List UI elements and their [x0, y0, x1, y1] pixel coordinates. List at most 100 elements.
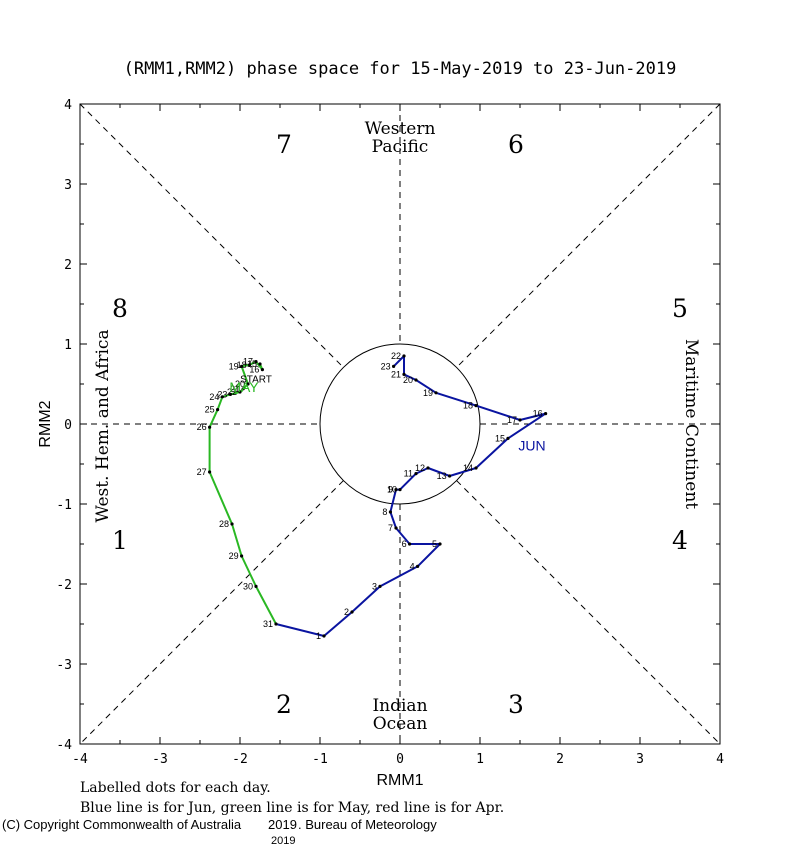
- y-tick-label: 4: [64, 98, 72, 113]
- data-point: [402, 354, 406, 358]
- day-label: 10: [387, 485, 397, 495]
- day-label: 15: [495, 433, 505, 443]
- day-label: 22: [227, 387, 237, 397]
- x-tick-label: -2: [232, 752, 248, 767]
- day-label: 19: [229, 361, 239, 371]
- x-tick-label: 3: [636, 752, 644, 767]
- day-label: 9: [388, 485, 393, 495]
- data-point: [426, 466, 430, 470]
- data-point: [438, 542, 442, 546]
- phase-number: 3: [508, 690, 524, 719]
- data-point: [246, 382, 250, 386]
- data-point: [414, 378, 418, 382]
- day-label: 17: [243, 357, 253, 367]
- x-tick-label: 0: [396, 752, 404, 767]
- data-point: [254, 584, 258, 589]
- day-label: 18: [463, 401, 473, 411]
- y-tick-label: 2: [64, 258, 72, 273]
- phase-lines: [79, 103, 721, 745]
- data-point: [394, 488, 398, 492]
- data-point: [248, 363, 252, 367]
- day-label: 26: [197, 422, 207, 432]
- data-point: [220, 395, 224, 399]
- data-point: [230, 522, 234, 526]
- day-label: 31: [263, 619, 273, 629]
- day-label: 16: [249, 365, 259, 375]
- phase-number: 8: [112, 294, 128, 323]
- x-tick-label: -3: [152, 752, 168, 767]
- day-label: 4: [410, 561, 415, 571]
- y-tick-label: -4: [56, 738, 72, 753]
- data-point: [254, 360, 258, 364]
- day-label: 11: [404, 469, 413, 479]
- day-label: 13: [437, 471, 447, 481]
- phase-number: 1: [112, 526, 128, 555]
- data-point: [216, 408, 220, 412]
- data-point: [240, 364, 244, 368]
- day-label: 23: [381, 361, 391, 371]
- y-tick-label: -1: [56, 498, 72, 513]
- phase-number: 2: [276, 690, 292, 719]
- day-label: 21: [230, 384, 240, 394]
- day-label: 22: [391, 351, 401, 361]
- footer-line-1: Labelled dots for each day.: [80, 780, 271, 796]
- phase-number: 4: [672, 526, 688, 555]
- x-tick-label: 4: [716, 752, 724, 767]
- data-point: [228, 392, 232, 396]
- data-point: [474, 466, 478, 470]
- day-label: 30: [243, 581, 253, 591]
- y-tick-label: 3: [64, 178, 72, 193]
- data-point: [238, 390, 242, 394]
- data-point: [544, 412, 548, 416]
- day-label: 14: [463, 463, 473, 473]
- day-label: 20: [235, 379, 245, 389]
- day-label: 29: [229, 551, 239, 561]
- chart-title: (RMM1,RMM2) phase space for 15-May-2019 …: [124, 59, 677, 79]
- day-label: 24: [209, 392, 219, 402]
- data-point: [434, 391, 438, 395]
- day-label: 20: [403, 375, 413, 385]
- data-point: [398, 488, 402, 492]
- annotation-jun: JUN: [518, 437, 545, 453]
- divider-diagonal-sw: [79, 480, 344, 745]
- day-label: 15: [247, 359, 257, 369]
- data-point: [350, 610, 354, 614]
- region-label-western: Western: [365, 119, 436, 139]
- divider-diagonal-ne: [456, 103, 721, 368]
- x-tick-label: -4: [72, 752, 88, 767]
- day-label: 8: [382, 507, 387, 517]
- data-point: [208, 470, 212, 474]
- x-tick-label: -1: [312, 752, 328, 767]
- day-label: 1: [316, 631, 321, 641]
- data-point: [402, 372, 406, 376]
- x-axis-label: RMM1: [376, 772, 423, 789]
- data-point: [394, 526, 398, 530]
- data-point: [408, 542, 412, 546]
- unit-circle: [319, 343, 481, 505]
- data-point: [388, 510, 392, 514]
- divider-diagonal-nw: [79, 103, 344, 368]
- day-label: 5: [432, 539, 437, 549]
- footer-line-2: Blue line is for Jun, green line is for …: [80, 800, 505, 816]
- data-point: [240, 554, 244, 558]
- x-tick-label: 2: [556, 752, 564, 767]
- day-label: 3: [372, 581, 377, 591]
- day-label: 23: [217, 389, 227, 399]
- annotation-may: MAY: [229, 379, 259, 395]
- region-label-pacific: Pacific: [372, 137, 429, 157]
- y-tick-label: 0: [64, 418, 72, 433]
- series-line-jun: [275, 355, 547, 637]
- y-axis-label: RMM2: [37, 400, 54, 447]
- phase-number: 7: [276, 130, 292, 159]
- data-point: [506, 436, 510, 440]
- data-point: [474, 404, 478, 408]
- data-point: [258, 362, 262, 366]
- day-label: 27: [197, 467, 207, 477]
- bureau-text: . Bureau of Meteorology: [298, 817, 437, 832]
- day-label: 6: [402, 539, 407, 549]
- phase-number: 5: [672, 294, 688, 323]
- region-label-ocean: Ocean: [373, 714, 428, 734]
- data-point: [392, 364, 396, 368]
- day-label: 17: [507, 415, 517, 425]
